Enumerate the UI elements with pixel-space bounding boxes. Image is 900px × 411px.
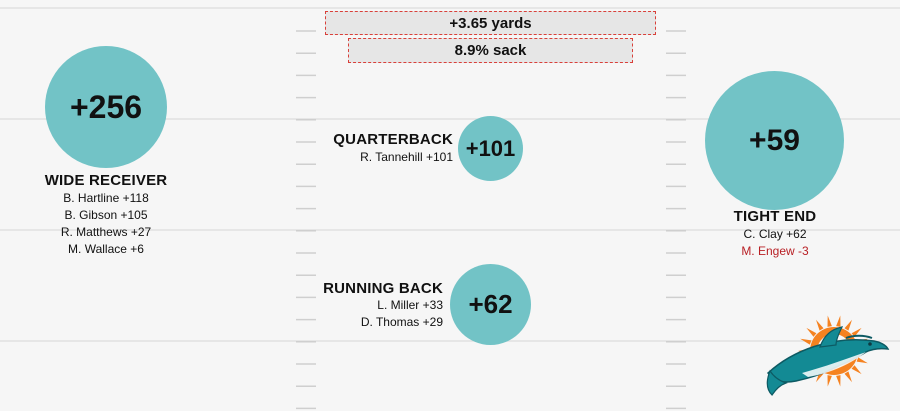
- player-line: B. Hartline +118: [63, 191, 149, 205]
- quarterback-label: QUARTERBACK: [333, 131, 453, 148]
- sack-stat-text: 8.9% sack: [454, 42, 527, 59]
- sun-ray: [844, 371, 852, 383]
- sun-ray: [851, 327, 862, 337]
- sun-ray: [836, 375, 841, 387]
- dolphins-logo-icon: [766, 315, 890, 396]
- sun-ray: [856, 357, 868, 364]
- quarterback-circle: +101: [458, 116, 523, 181]
- sun-ray: [816, 319, 824, 331]
- wide-receiver-label: WIDE RECEIVER: [44, 172, 168, 189]
- player-line: R. Tannehill +101: [360, 150, 453, 164]
- sun-ray: [836, 315, 841, 327]
- player-line: R. Matthews +27: [60, 225, 152, 239]
- wide-receiver-players: B. Hartline +118 B. Gibson +105 R. Matth…: [26, 190, 186, 258]
- sack-stat: 8.9% sack: [348, 38, 633, 63]
- player-line: D. Thomas +29: [360, 315, 443, 329]
- yards-stat-text: +3.65 yards: [449, 14, 532, 32]
- quarterback-players: R. Tannehill +101: [300, 149, 453, 166]
- tight-end-value: +59: [749, 123, 800, 157]
- player-line: C. Clay +62: [743, 227, 807, 241]
- tight-end-players: C. Clay +62 M. Engew -3: [695, 226, 855, 260]
- sun-ray: [844, 319, 852, 331]
- sun-ray: [827, 315, 832, 327]
- sun-ray: [851, 365, 862, 375]
- tight-end-label: TIGHT END: [733, 208, 817, 225]
- sun-ray: [806, 327, 817, 337]
- running-back-players: L. Miller +33 D. Thomas +29: [290, 297, 443, 331]
- player-line: L. Miller +33: [377, 298, 443, 312]
- player-line: M. Wallace +6: [68, 242, 144, 256]
- yards-stat: +3.65 yards: [325, 11, 656, 35]
- player-line-negative: M. Engew -3: [741, 244, 809, 258]
- player-line: B. Gibson +105: [64, 208, 148, 222]
- running-back-label: RUNNING BACK: [323, 280, 443, 297]
- quarterback-value: +101: [465, 135, 516, 161]
- sun-ray: [800, 338, 812, 345]
- wide-receiver-value: +256: [69, 88, 143, 125]
- running-back-circle: +62: [450, 264, 531, 345]
- tight-end-circle: +59: [705, 71, 844, 210]
- sun-ray: [827, 375, 832, 387]
- wide-receiver-circle: +256: [45, 46, 167, 168]
- running-back-value: +62: [468, 289, 513, 319]
